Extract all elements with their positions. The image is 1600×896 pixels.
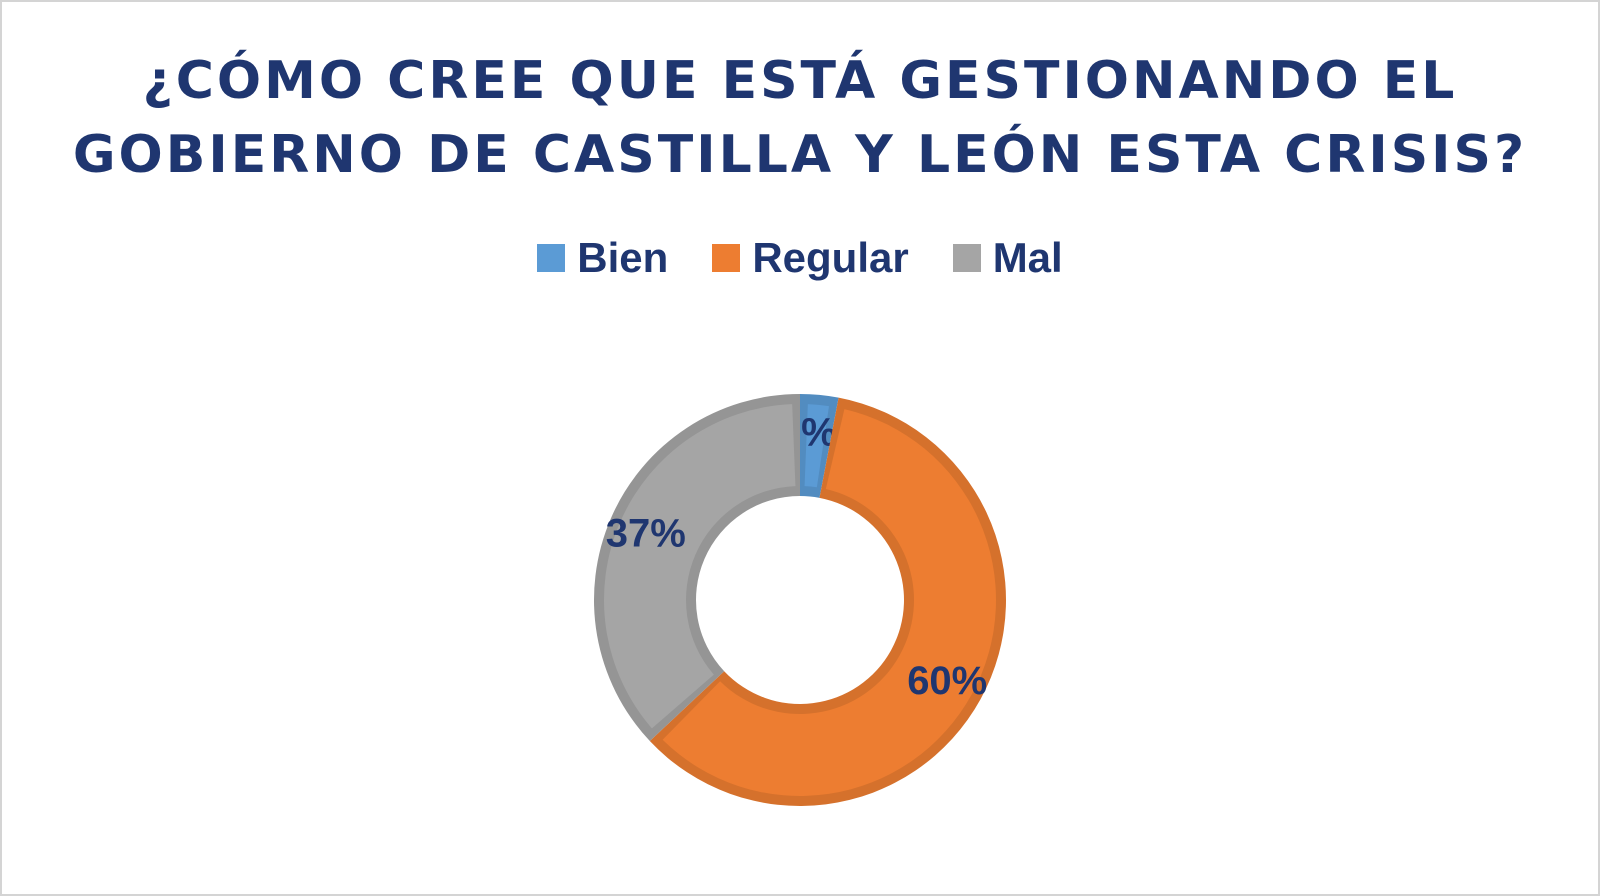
data-label-regular: 60% (907, 659, 987, 703)
legend-label-bien: Bien (577, 234, 669, 281)
data-label-mal: 37% (606, 511, 686, 555)
chart-title: ¿CÓMO CREE QUE ESTÁ GESTIONANDO EL GOBIE… (2, 44, 1598, 192)
legend-swatch-bien (537, 244, 566, 272)
legend-item-bien: Bien (537, 234, 668, 282)
chart-legend: Bien Regular Mal (2, 234, 1598, 282)
donut-slice-face-bien (804, 404, 829, 488)
legend-label-mal: Mal (992, 234, 1063, 281)
legend-label-regular: Regular (752, 234, 909, 281)
donut-slice-face-mal (604, 404, 796, 729)
legend-swatch-regular (712, 244, 741, 272)
legend-swatch-mal (952, 244, 981, 272)
donut-slice-face-regular (662, 409, 996, 796)
legend-item-mal: Mal (952, 234, 1063, 282)
chart-title-line-1: ¿CÓMO CREE QUE ESTÁ GESTIONANDO EL (142, 51, 1458, 111)
chart-title-line-2: GOBIERNO DE CASTILLA Y LEÓN ESTA CRISIS? (72, 125, 1528, 185)
legend-item-regular: Regular (712, 234, 909, 282)
